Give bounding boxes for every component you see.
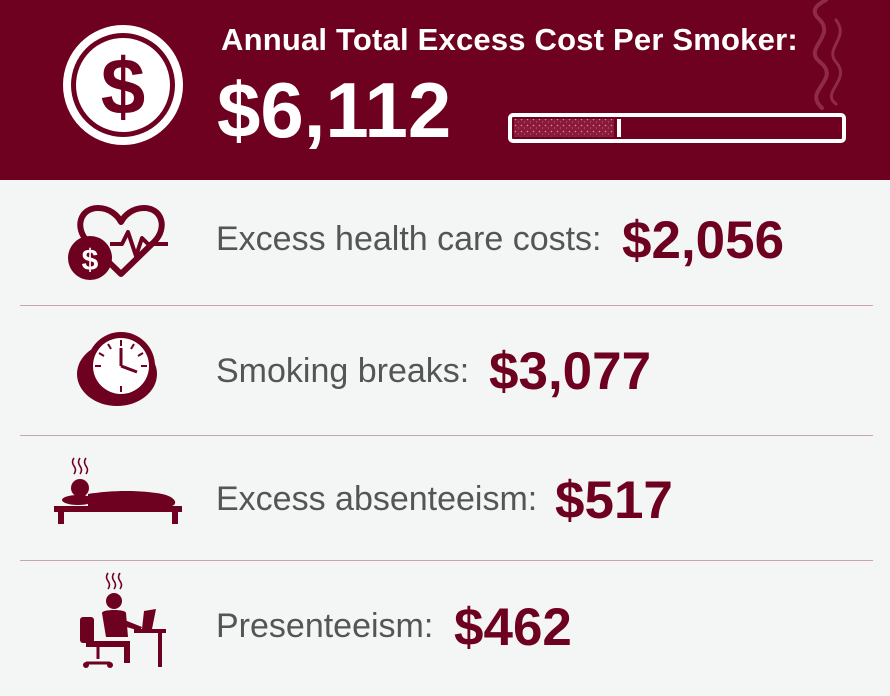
header-title: Annual Total Excess Cost Per Smoker: [221, 22, 798, 57]
smoke-icon [812, 0, 843, 110]
presenteeism-label: Presenteeism: [216, 607, 434, 645]
health-care-value: $2,056 [622, 211, 785, 270]
divider [20, 305, 873, 306]
total-cost-value: $6,112 [217, 66, 452, 154]
presenteeism-value: $462 [454, 598, 572, 657]
cigarette-icon [508, 113, 846, 143]
heart-dollar-icon: $ [68, 205, 168, 280]
health-care-label: Excess health care costs: [216, 220, 602, 258]
divider [20, 560, 873, 561]
header-banner: $ Annual Total Excess Cost Per Smoker: $… [0, 0, 890, 180]
list-item: Presenteeism: $462 [0, 561, 890, 696]
svg-text:$: $ [82, 244, 99, 277]
svg-text:$: $ [101, 42, 146, 131]
clock-icon [77, 332, 157, 406]
absenteeism-value: $517 [555, 471, 673, 530]
divider [20, 435, 873, 436]
list-item: Smoking breaks: $3,077 [0, 306, 890, 435]
list-item: Excess absenteeism: $517 [0, 436, 890, 560]
smoking-breaks-label: Smoking breaks: [216, 352, 470, 390]
dollar-coin-icon: $ [63, 25, 183, 145]
sick-in-bed-icon [54, 457, 182, 524]
worker-at-desk-icon [80, 572, 166, 668]
absenteeism-label: Excess absenteeism: [216, 480, 538, 518]
list-item: $ Excess health care costs: $2,056 [0, 180, 890, 305]
smoking-breaks-value: $3,077 [489, 342, 652, 401]
